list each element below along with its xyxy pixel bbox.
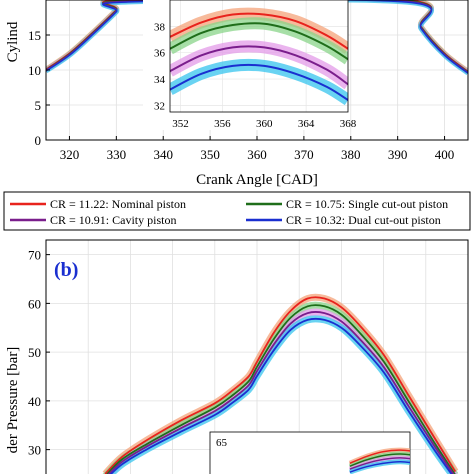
panel-a-inset-x-tick-label: 352 xyxy=(172,118,189,130)
panel-b-y-axis-label: der Pressure [bar] xyxy=(5,347,21,454)
legend-label: CR = 11.22: Nominal piston xyxy=(50,197,186,211)
panel-a-x-tick-label: 340 xyxy=(153,147,173,162)
legend-entry: CR = 10.75: Single cut-out piston xyxy=(246,197,448,211)
panel-a-x-tick-label: 360 xyxy=(247,147,267,162)
panel-b-y-tick-label: 60 xyxy=(28,296,41,311)
panel-a-x-axis-label: Crank Angle [CAD] xyxy=(196,172,318,188)
panel-a-y-tick-label: 0 xyxy=(35,133,42,148)
panel-b-line-nominal xyxy=(104,296,457,474)
panel-a-y-tick-label: 10 xyxy=(28,63,41,78)
legend-label: CR = 10.32: Dual cut-out piston xyxy=(286,213,441,227)
panel-b-inset-lines xyxy=(349,449,410,473)
panel-b-grid xyxy=(46,240,468,474)
panel-a-x-tick-label: 370 xyxy=(294,147,314,162)
panel-a-inset-x-tick-label: 360 xyxy=(256,118,273,130)
panel-a-inset-y-tick-label: 36 xyxy=(154,48,166,60)
panel-b-y-tick-label: 70 xyxy=(28,248,41,263)
panel-a-y-tick-label: 15 xyxy=(28,28,41,43)
panel-b-y-tick-label: 30 xyxy=(28,443,41,458)
panel-a-inset-line-dual-cut-out xyxy=(170,63,348,101)
panel-a-inset-x-tick-label: 356 xyxy=(214,118,231,130)
panel-a-inset: 352 356 360 364 368 32 34 36 38 xyxy=(143,0,357,130)
panel-b-y-tick-label: 40 xyxy=(28,394,41,409)
panel-b-inset-line-cavity xyxy=(349,457,410,470)
panel-b: 65 30 40 50 60 70 (b) der Pressure [bar] xyxy=(5,239,469,474)
panel-a-inset-frame xyxy=(169,0,349,113)
panel-a-x-tick-label: 400 xyxy=(435,147,455,162)
legend-entry: CR = 10.91: Cavity piston xyxy=(10,213,176,227)
panel-a-inset-x-tick-label: 368 xyxy=(340,118,357,130)
panel-a-inset-line-cavity xyxy=(170,45,348,86)
panel-a-inset-x-ticks: 352 356 360 364 368 xyxy=(172,118,357,130)
panel-a-x-tick-label: 330 xyxy=(107,147,127,162)
panel-a-x-tick-label: 350 xyxy=(200,147,220,162)
panel-b-line-single-cut-out xyxy=(106,304,456,474)
legend-entry: CR = 10.32: Dual cut-out piston xyxy=(246,213,441,227)
panel-a-x-tick-label: 390 xyxy=(388,147,408,162)
panel-b-lines xyxy=(104,296,457,474)
panel-b-line-cavity xyxy=(107,311,455,474)
panel-a-inset-line-single-cut-out xyxy=(170,22,348,61)
panel-b-inset-line-dual-cut-out xyxy=(349,461,410,473)
panel-a-x-tick-label: 380 xyxy=(341,147,361,162)
panel-b-inset-tick-label: 65 xyxy=(216,437,228,449)
panel-a-y-axis-label: Cylind xyxy=(5,21,21,62)
panel-a: 320 330 340 350 360 370 380 390 400 0 5 10 15 Crank… xyxy=(5,0,469,188)
panel-a-inset-lines xyxy=(170,12,348,101)
panel-a-y-tick-label: 5 xyxy=(35,98,42,113)
panel-b-y-tick-label: 50 xyxy=(28,345,41,360)
panel-b-y-ticks: 30 40 50 60 70 xyxy=(28,248,50,458)
panel-a-x-ticks: 320 330 340 350 360 370 380 390 400 xyxy=(60,136,455,162)
panel-b-inset-line-single-cut-out xyxy=(349,453,410,467)
panel-b-inset-line-nominal xyxy=(349,449,410,464)
panel-b-label: (b) xyxy=(54,259,78,281)
legend-box xyxy=(3,191,471,231)
panel-a-inset-y-tick-label: 38 xyxy=(154,21,166,33)
legend-label: CR = 10.75: Single cut-out piston xyxy=(286,197,448,211)
panel-a-inset-y-tick-label: 34 xyxy=(154,74,166,86)
panel-a-frame xyxy=(45,0,469,141)
panel-a-inset-y-ticks: 32 34 36 38 xyxy=(154,21,166,112)
panel-b-line-dual-cut-out xyxy=(109,317,453,474)
panel-a-inset-x-tick-label: 364 xyxy=(298,118,315,130)
panel-a-x-tick-label: 320 xyxy=(60,147,80,162)
panel-b-frame xyxy=(45,239,469,474)
legend-entry: CR = 11.22: Nominal piston xyxy=(10,197,186,211)
legend: CR = 11.22: Nominal piston CR = 10.75: S… xyxy=(3,191,471,231)
panel-a-inset-y-tick-label: 32 xyxy=(154,100,165,112)
panel-a-inset-line-nominal xyxy=(170,12,348,50)
legend-label: CR = 10.91: Cavity piston xyxy=(50,213,176,227)
